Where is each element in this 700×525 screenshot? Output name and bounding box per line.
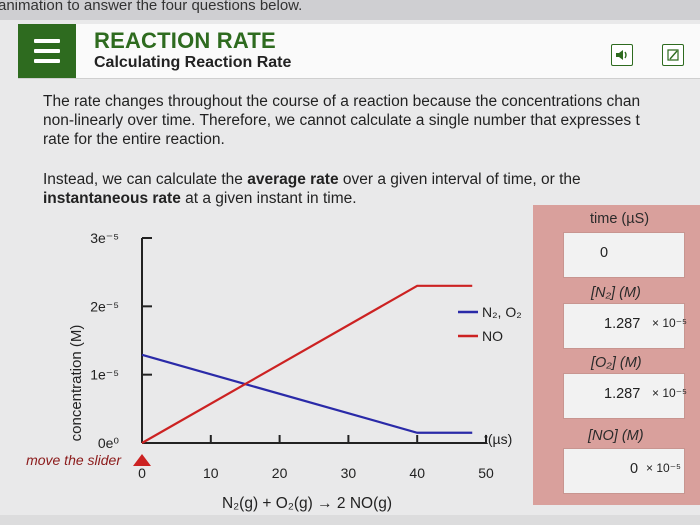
rate-text: Instead, we can calculate the — [43, 171, 248, 188]
time-slider-handle[interactable] — [133, 454, 151, 466]
legend-label: NO — [482, 328, 503, 344]
series-line-n2-o2 — [141, 353, 473, 434]
x-tick-label: 20 — [272, 465, 288, 481]
no-label: [NO] (M) — [588, 428, 644, 444]
y-tick-label: 1e⁻⁵ — [90, 367, 119, 383]
intro-line: rate for the entire reaction. — [43, 131, 225, 148]
intro-paragraph: The rate changes throughout the course o… — [43, 92, 700, 149]
rate-text: over a given interval of time, or the — [338, 171, 581, 188]
speaker-icon[interactable] — [611, 44, 633, 66]
values-panel: time (µS) 0 [N₂] (M) 1.287 × 10⁻⁵ [O₂] (… — [533, 205, 700, 505]
n2-label: [N₂] (M) — [591, 285, 641, 301]
time-value: 0 — [600, 245, 609, 261]
rate-paragraph: Instead, we can calculate the average ra… — [43, 170, 700, 208]
rate-text: at a given instant in time. — [180, 190, 357, 207]
intro-line: The rate changes throughout the course o… — [43, 93, 641, 110]
n2-value: 1.287 — [604, 316, 641, 332]
menu-button[interactable] — [18, 24, 76, 78]
o2-label: [O₂] (M) — [591, 355, 642, 371]
top-banner-text: animation to answer the four questions b… — [0, 0, 303, 14]
top-banner: animation to answer the four questions b… — [0, 0, 700, 20]
o2-value: 1.287 — [604, 386, 641, 402]
time-value-box: 0 — [563, 232, 685, 278]
time-label: time (µS) — [590, 211, 650, 227]
page-title: REACTION RATE — [94, 28, 276, 53]
average-rate-term: average rate — [247, 171, 339, 188]
no-value-box: 0 × 10⁻⁵ — [563, 448, 685, 494]
legend-label: N₂, O₂ — [482, 304, 522, 320]
instantaneous-rate-term: instantaneous rate — [43, 190, 181, 207]
o2-value-box: 1.287 × 10⁻⁵ — [563, 373, 687, 419]
y-tick-labels: 0e⁰ 1e⁻⁵ 2e⁻⁵ 3e⁻⁵ — [90, 230, 152, 451]
menu-icon-bar — [34, 49, 60, 53]
x-tick-label: 10 — [203, 465, 219, 481]
x-tick-labels: 0 10 20 30 40 50 — [138, 435, 494, 481]
series-line-no — [141, 284, 473, 444]
n2-exponent: × 10⁻⁵ — [652, 316, 687, 330]
menu-icon-bar — [34, 39, 60, 43]
no-value: 0 — [630, 461, 639, 477]
x-tick-label: 0 — [138, 465, 146, 481]
no-exponent: × 10⁻⁵ — [646, 461, 681, 475]
page-footer-strip — [0, 515, 700, 525]
reaction-equation: N₂(g) + O₂(g) → 2 NO(g) — [222, 495, 392, 512]
page-subtitle: Calculating Reaction Rate — [94, 54, 292, 71]
notepad-icon[interactable] — [662, 44, 684, 66]
x-tick-label: 50 — [478, 465, 494, 481]
chart-series — [141, 284, 473, 444]
concentration-chart: concentration (M) 0e⁰ 1e⁻⁵ 2e⁻⁵ 3e⁻⁵ 0 10 20 3… — [26, 230, 522, 512]
y-tick-label: 3e⁻⁵ — [90, 230, 119, 246]
o2-exponent: × 10⁻⁵ — [652, 386, 687, 400]
n2-value-box: 1.287 × 10⁻⁵ — [563, 303, 687, 349]
y-tick-label: 2e⁻⁵ — [90, 298, 119, 314]
intro-line: non-linearly over time. Therefore, we ca… — [43, 112, 640, 129]
module-header: REACTION RATE Calculating Reaction Rate — [18, 24, 700, 79]
x-tick-label: 30 — [341, 465, 357, 481]
x-axis-label: t(µs) — [484, 431, 512, 447]
y-tick-label: 0e⁰ — [98, 435, 120, 451]
menu-icon-bar — [34, 59, 60, 63]
x-tick-label: 40 — [409, 465, 425, 481]
chart-axes — [141, 238, 486, 444]
chart-legend: N₂, O₂ NO — [458, 304, 522, 344]
y-axis-label: concentration (M) — [68, 325, 85, 442]
slider-label: move the slider — [26, 452, 122, 468]
